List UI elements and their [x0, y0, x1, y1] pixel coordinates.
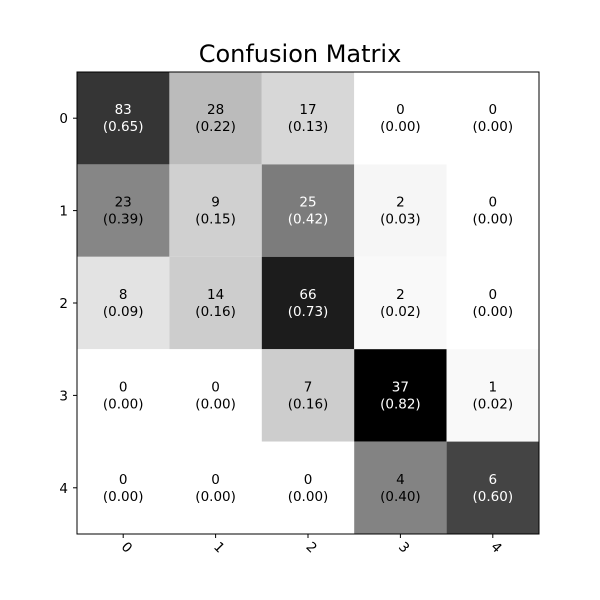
heatmap-cell-0-2: [261, 72, 355, 165]
heatmap-cells: [77, 72, 539, 534]
cell-count-label-4-2: 0: [304, 472, 313, 488]
cell-count-label-2-3: 2: [396, 287, 405, 303]
heatmap-cell-1-1: [169, 164, 262, 257]
cell-ratio-label-3-2: (0.16): [288, 396, 329, 412]
cell-ratio-label-0-1: (0.22): [195, 119, 236, 135]
cell-count-label-3-2: 7: [304, 379, 313, 395]
cell-ratio-label-3-3: (0.82): [380, 396, 421, 412]
cell-count-label-4-1: 0: [211, 472, 220, 488]
cell-ratio-label-3-4: (0.02): [473, 396, 514, 412]
heatmap-cell-0-0: [77, 72, 170, 165]
cell-ratio-label-0-2: (0.13): [288, 119, 329, 135]
y-tick-label-1: 1: [59, 204, 68, 220]
cell-ratio-label-2-4: (0.00): [473, 304, 514, 320]
heatmap-cell-2-2: [261, 256, 355, 350]
heatmap-cell-1-0: [77, 164, 170, 257]
cell-ratio-label-2-2: (0.73): [288, 304, 329, 320]
y-tick-label-4: 4: [59, 481, 68, 497]
cell-ratio-label-1-1: (0.15): [195, 212, 236, 228]
cell-ratio-label-3-0: (0.00): [103, 396, 144, 412]
heatmap-cell-3-0: [77, 349, 170, 442]
cell-count-label-4-3: 4: [396, 472, 405, 488]
cell-count-label-3-0: 0: [119, 379, 128, 395]
cell-ratio-label-4-0: (0.00): [103, 489, 144, 505]
cell-ratio-label-2-3: (0.02): [380, 304, 421, 320]
x-tick-label-0: 0: [118, 539, 135, 556]
x-tick-label-2: 2: [303, 539, 320, 556]
cell-count-label-4-0: 0: [119, 472, 128, 488]
cell-count-label-3-4: 1: [489, 379, 498, 395]
cell-ratio-label-4-2: (0.00): [288, 489, 329, 505]
cell-ratio-label-1-4: (0.00): [473, 212, 514, 228]
heatmap-cell-2-4: [446, 256, 539, 350]
cell-count-label-2-4: 0: [489, 287, 498, 303]
cell-count-label-1-3: 2: [396, 195, 405, 211]
cell-count-label-0-4: 0: [489, 102, 498, 118]
heatmap-cell-3-2: [261, 349, 355, 442]
cell-ratio-label-4-4: (0.60): [473, 489, 514, 505]
x-tick-label-4: 4: [487, 539, 504, 556]
heatmap-cell-2-3: [354, 256, 447, 350]
cell-count-label-3-1: 0: [211, 379, 220, 395]
cell-count-label-0-0: 83: [115, 102, 132, 118]
heatmap-cell-2-0: [77, 256, 170, 350]
cell-count-label-1-1: 9: [211, 195, 220, 211]
heatmap-cell-1-2: [261, 164, 355, 257]
cell-ratio-label-1-2: (0.42): [288, 212, 329, 228]
y-tick-label-0: 0: [59, 111, 68, 127]
heatmap-cell-0-4: [446, 72, 539, 165]
cell-ratio-label-0-4: (0.00): [473, 119, 514, 135]
y-tick-label-2: 2: [59, 296, 68, 312]
cell-ratio-label-4-1: (0.00): [195, 489, 236, 505]
heatmap-cell-4-1: [169, 441, 262, 534]
heatmap-cell-3-3: [354, 349, 447, 442]
cell-ratio-label-1-0: (0.39): [103, 212, 144, 228]
heatmap-cell-0-3: [354, 72, 447, 165]
cell-count-label-3-3: 37: [392, 379, 409, 395]
cell-ratio-label-0-0: (0.65): [103, 119, 144, 135]
cell-count-label-2-2: 66: [299, 287, 316, 303]
cell-ratio-label-2-0: (0.09): [103, 304, 144, 320]
heatmap-cell-3-1: [169, 349, 262, 442]
cell-ratio-label-0-3: (0.00): [380, 119, 421, 135]
cell-count-label-0-2: 17: [299, 102, 316, 118]
cell-count-label-4-4: 6: [489, 472, 498, 488]
cell-count-label-1-2: 25: [299, 195, 316, 211]
cell-ratio-label-2-1: (0.16): [195, 304, 236, 320]
cell-ratio-label-3-1: (0.00): [195, 396, 236, 412]
heatmap-cell-4-3: [354, 441, 447, 534]
heatmap-cell-2-1: [169, 256, 262, 350]
heatmap-cell-1-4: [446, 164, 539, 257]
heatmap-cell-1-3: [354, 164, 447, 257]
chart-title: Confusion Matrix: [198, 40, 402, 68]
x-tick-label-1: 1: [210, 539, 227, 556]
y-axis-ticks: 0 1 2 3 4: [59, 111, 77, 497]
x-tick-label-3: 3: [395, 539, 412, 556]
y-tick-label-3: 3: [59, 388, 68, 404]
cell-count-label-1-4: 0: [489, 195, 498, 211]
cell-count-label-0-1: 28: [207, 102, 224, 118]
heatmap-cell-4-2: [261, 441, 355, 534]
heatmap-cell-0-1: [169, 72, 262, 165]
cell-count-label-0-3: 0: [396, 102, 405, 118]
cell-ratio-label-4-3: (0.40): [380, 489, 421, 505]
cell-count-label-2-0: 8: [119, 287, 128, 303]
heatmap-cell-3-4: [446, 349, 539, 442]
cell-count-label-1-0: 23: [115, 195, 132, 211]
heatmap-cell-4-4: [446, 441, 539, 534]
x-axis-ticks: 0 1 2 3 4: [118, 534, 505, 556]
cell-count-label-2-1: 14: [207, 287, 224, 303]
cell-labels: 83(0.65)28(0.22)17(0.13)0(0.00)0(0.00)23…: [103, 102, 513, 505]
heatmap-cell-4-0: [77, 441, 170, 534]
cell-ratio-label-1-3: (0.03): [380, 212, 421, 228]
